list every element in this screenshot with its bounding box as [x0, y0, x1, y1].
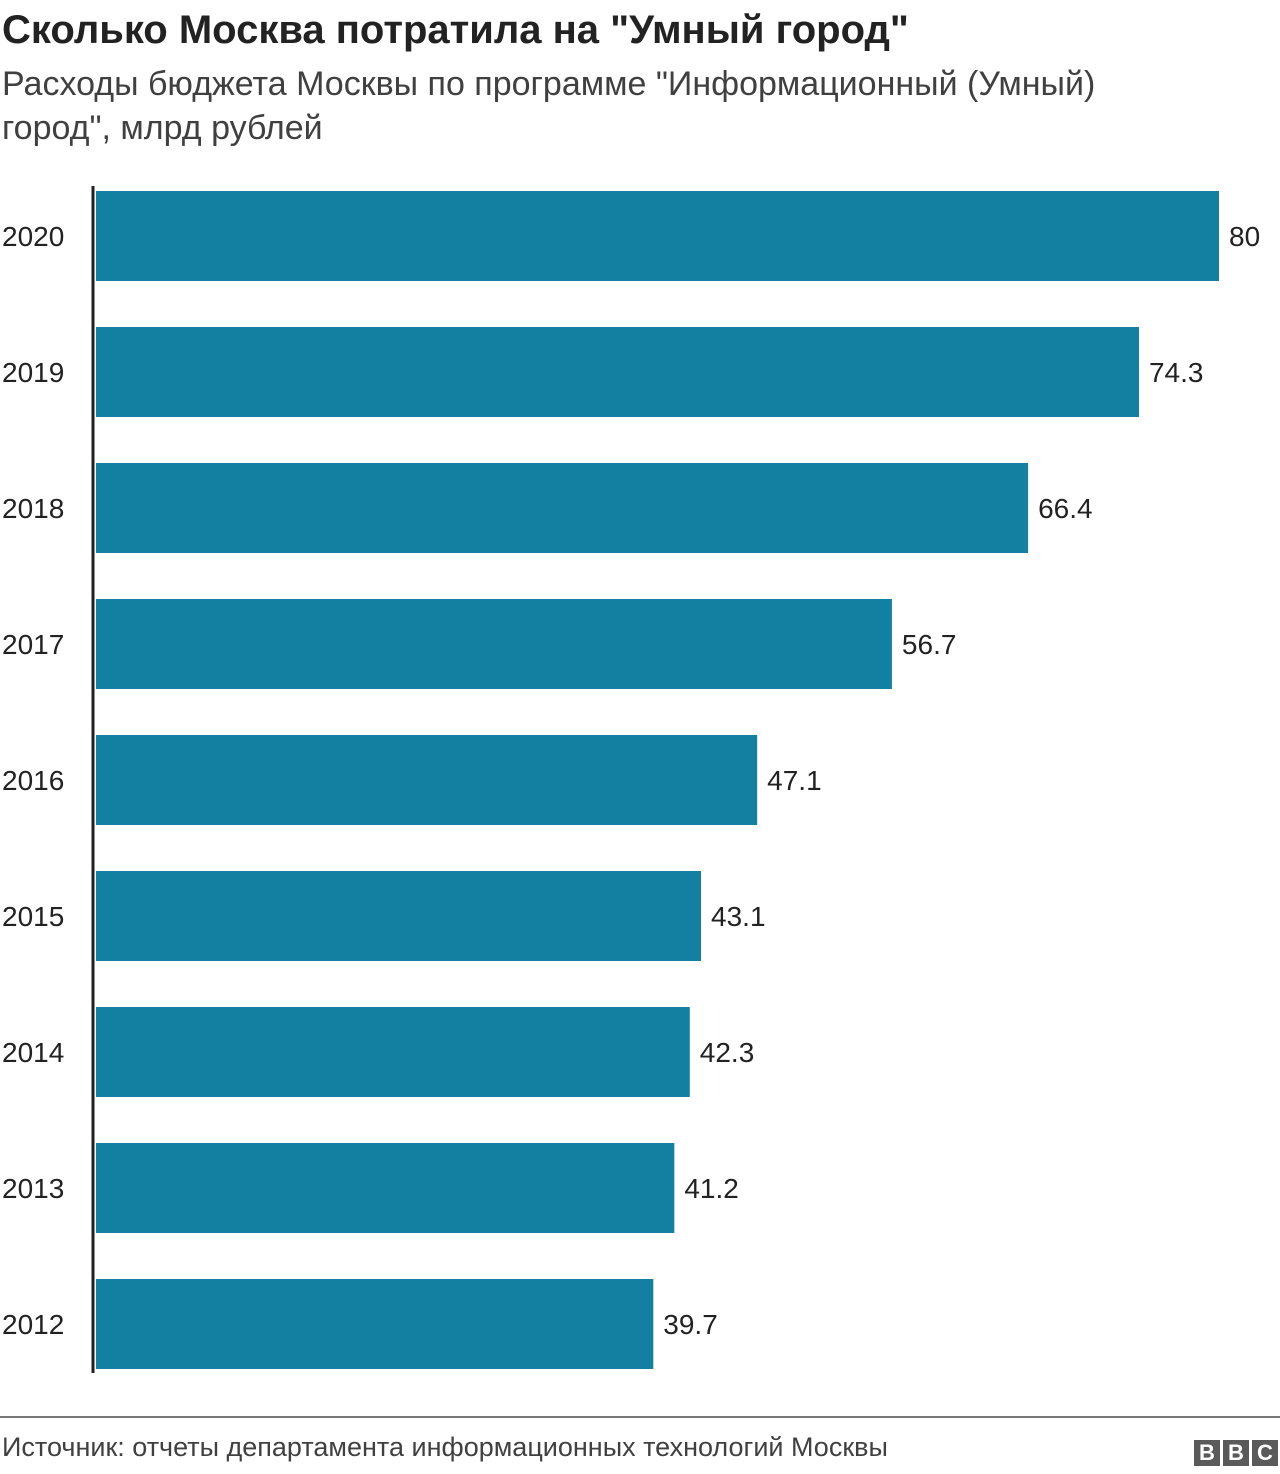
data-label: 56.7: [902, 629, 957, 660]
y-tick-label: 2017: [2, 629, 64, 660]
bar: [96, 191, 1219, 281]
chart-subtitle: Расходы бюджета Москвы по программе "Инф…: [2, 65, 1096, 147]
chart-title: Сколько Москва потратила на "Умный город…: [2, 8, 909, 52]
bar: [96, 1143, 675, 1233]
data-label: 41.2: [684, 1173, 739, 1204]
logo-letter: B: [1223, 1440, 1249, 1466]
y-tick-label: 2018: [2, 493, 64, 524]
logo-letter: B: [1194, 1440, 1220, 1466]
y-tick-label: 2014: [2, 1037, 64, 1068]
logo-letter: C: [1252, 1440, 1278, 1466]
y-tick-label: 2019: [2, 357, 64, 388]
y-tick-label: 2016: [2, 765, 64, 796]
bar-chart: 2020 80 2019 74.3 2018 66.4 2017 56.7 2016 47.1 20…: [2, 186, 1260, 1373]
y-tick-label: 2013: [2, 1173, 64, 1204]
bar: [96, 1279, 654, 1369]
data-label: 39.7: [663, 1309, 718, 1340]
y-tick-label: 2012: [2, 1309, 64, 1340]
data-label: 42.3: [700, 1037, 755, 1068]
footer-divider: [0, 1416, 1280, 1418]
bbc-logo: B B C: [1194, 1440, 1278, 1466]
bar: [96, 599, 892, 689]
bar: [96, 463, 1029, 553]
bar: [96, 327, 1139, 417]
y-tick-label: 2015: [2, 901, 64, 932]
data-label: 43.1: [711, 901, 766, 932]
bar: [96, 1007, 690, 1097]
bar: [96, 871, 702, 961]
data-label: 74.3: [1149, 357, 1204, 388]
data-label: 47.1: [767, 765, 822, 796]
y-tick-label: 2020: [2, 221, 64, 252]
bar: [96, 735, 758, 825]
data-label: 80: [1229, 221, 1260, 252]
data-label: 66.4: [1038, 493, 1093, 524]
source-note: Источник: отчеты департамента информацио…: [2, 1432, 888, 1462]
